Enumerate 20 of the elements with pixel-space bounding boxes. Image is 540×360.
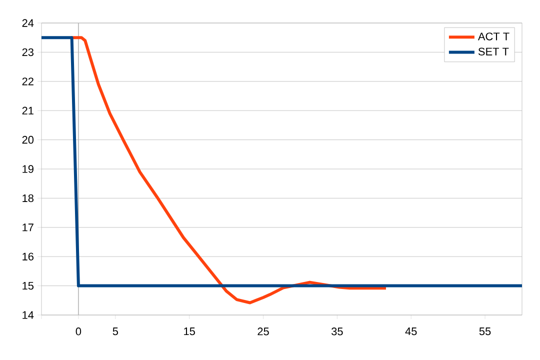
x-tick-label: 25 — [258, 328, 269, 336]
y-tick-label: 19 — [22, 165, 34, 173]
legend-label: SET T — [478, 48, 509, 56]
y-tick-label: 14 — [22, 311, 34, 319]
x-tick-label: 5 — [112, 328, 118, 336]
x-tick-label: 0 — [76, 328, 82, 336]
y-tick-label: 23 — [22, 48, 34, 56]
x-tick-label: 55 — [479, 328, 491, 336]
x-tick-label: 45 — [405, 328, 417, 336]
x-tick-label: 35 — [332, 328, 343, 336]
y-tick-label: 15 — [22, 282, 34, 290]
legend-label: ACT T — [478, 32, 510, 40]
y-tick-label: 22 — [22, 78, 34, 86]
y-tick-label: 16 — [22, 252, 34, 260]
y-tick-label: 20 — [22, 136, 34, 144]
y-tick-label: 17 — [22, 224, 34, 232]
y-tick-label: 24 — [22, 19, 34, 27]
y-tick-label: 21 — [22, 106, 34, 114]
x-tick-label: 15 — [184, 328, 195, 336]
y-tick-label: 18 — [22, 194, 34, 202]
